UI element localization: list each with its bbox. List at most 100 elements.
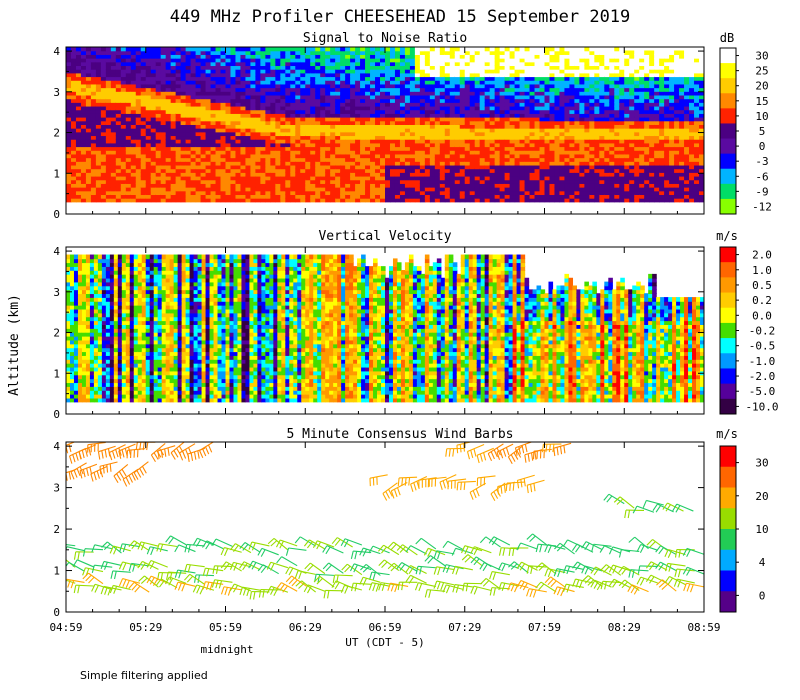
snr-cell bbox=[419, 105, 426, 111]
snr-cell bbox=[295, 190, 301, 196]
snr-cell bbox=[180, 183, 187, 188]
snr-cell bbox=[594, 194, 600, 199]
snr-cell bbox=[180, 91, 187, 96]
snr-cell bbox=[584, 197, 590, 203]
snr-cell bbox=[385, 54, 391, 59]
snr-cell bbox=[360, 98, 366, 103]
snr-cell bbox=[200, 127, 207, 133]
snr-cell bbox=[409, 175, 416, 181]
snr-cell bbox=[549, 146, 556, 151]
snr-cell bbox=[514, 186, 521, 192]
snr-cell bbox=[479, 149, 486, 155]
snr-cell bbox=[484, 72, 491, 78]
snr-cell bbox=[90, 54, 97, 59]
snr-cell bbox=[459, 190, 466, 196]
snr-cell bbox=[160, 87, 167, 92]
snr-cell bbox=[225, 127, 232, 133]
snr-cell bbox=[370, 57, 376, 63]
snr-cell bbox=[220, 83, 227, 89]
snr-cell bbox=[564, 72, 571, 78]
snr-cell bbox=[489, 186, 496, 192]
snr-cell bbox=[220, 109, 227, 114]
snr-cell bbox=[110, 194, 117, 199]
snr-cell bbox=[100, 113, 107, 118]
snr-cell bbox=[569, 183, 576, 188]
snr-cell bbox=[579, 68, 585, 74]
snr-cell bbox=[434, 83, 441, 89]
snr-cell bbox=[649, 175, 655, 181]
snr-cell bbox=[100, 54, 107, 59]
snr-cell bbox=[115, 186, 122, 192]
snr-cell bbox=[449, 179, 456, 184]
snr-cell bbox=[409, 131, 416, 137]
snr-cell bbox=[649, 76, 655, 81]
snr-cell bbox=[85, 127, 92, 133]
snr-cell bbox=[115, 94, 122, 100]
snr-cell bbox=[639, 116, 645, 122]
snr-cell bbox=[325, 50, 331, 55]
snr-cell bbox=[519, 157, 526, 162]
snr-cell bbox=[175, 91, 182, 96]
snr-cell bbox=[389, 109, 396, 114]
snr-cell bbox=[524, 87, 531, 92]
snr-cell bbox=[320, 76, 326, 81]
snr-cell bbox=[280, 135, 286, 140]
snr-cell bbox=[594, 135, 600, 140]
snr-cell bbox=[140, 142, 147, 148]
snr-cell bbox=[295, 197, 301, 203]
snr-cell bbox=[190, 146, 197, 151]
snr-cell bbox=[524, 164, 531, 170]
snr-cell bbox=[609, 109, 615, 114]
snr-cell bbox=[434, 157, 441, 162]
snr-cell bbox=[365, 183, 371, 188]
snr-cell bbox=[100, 94, 107, 100]
snr-cell bbox=[524, 94, 531, 100]
snr-cell bbox=[320, 57, 326, 63]
snr-cell bbox=[105, 135, 112, 140]
snr-cell bbox=[155, 164, 162, 170]
snr-cell bbox=[160, 186, 167, 192]
snr-cell bbox=[160, 79, 167, 85]
snr-cell bbox=[130, 190, 137, 196]
snr-cell bbox=[335, 83, 341, 89]
snr-cell bbox=[240, 47, 247, 52]
snr-cell bbox=[639, 183, 645, 188]
snr-cell bbox=[504, 54, 511, 59]
snr-cell bbox=[140, 153, 147, 159]
snr-cell bbox=[90, 153, 97, 159]
snr-cell bbox=[654, 72, 660, 78]
snr-cell bbox=[394, 131, 401, 137]
snr-cell bbox=[419, 50, 426, 55]
snr-cell bbox=[619, 57, 625, 63]
snr-cell bbox=[494, 142, 501, 148]
snr-cell bbox=[644, 179, 650, 184]
snr-cell bbox=[330, 120, 336, 125]
snr-cell bbox=[619, 186, 625, 192]
snr-cell bbox=[175, 172, 182, 177]
snr-cell bbox=[195, 98, 202, 103]
snr-cell bbox=[195, 135, 202, 140]
snr-cell bbox=[584, 113, 590, 118]
snr-cell bbox=[594, 153, 600, 159]
snr-cell bbox=[365, 105, 371, 111]
snr-cell bbox=[240, 87, 247, 92]
snr-cell bbox=[619, 179, 625, 184]
snr-cell bbox=[220, 120, 227, 125]
snr-cell bbox=[584, 76, 590, 81]
snr-cell bbox=[559, 120, 566, 125]
snr-cell bbox=[250, 194, 257, 199]
snr-cell bbox=[235, 65, 242, 70]
snr-cell bbox=[479, 179, 486, 184]
snr-cell bbox=[559, 54, 566, 59]
snr-cell bbox=[295, 57, 301, 63]
snr-cell bbox=[340, 91, 346, 96]
snr-cell bbox=[330, 47, 336, 52]
snr-cell bbox=[375, 186, 381, 192]
snr-cell bbox=[340, 175, 346, 181]
snr-cell bbox=[624, 124, 630, 129]
snr-cell bbox=[604, 179, 610, 184]
snr-cell bbox=[564, 68, 571, 74]
snr-cell bbox=[170, 124, 177, 129]
snr-cell bbox=[90, 87, 97, 92]
snr-cell bbox=[175, 120, 182, 125]
